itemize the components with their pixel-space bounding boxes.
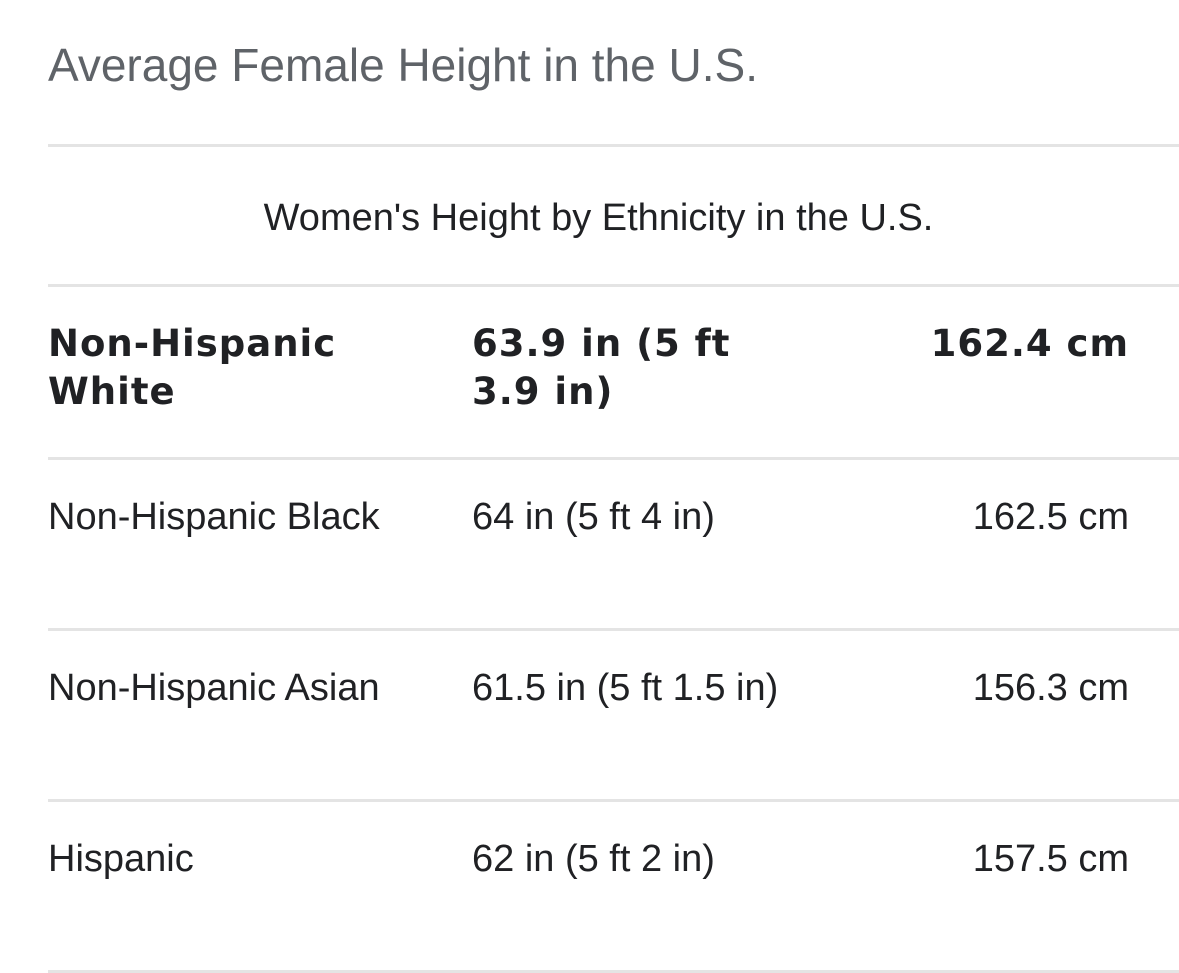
table-caption: Women's Height by Ethnicity in the U.S.	[48, 144, 1179, 287]
height-cm-cell: 156.3 cm	[802, 629, 1179, 802]
ethnicity-cell: Hispanic	[48, 800, 472, 973]
height-cm-cell: 162.4 cm	[802, 287, 1179, 460]
ethnicity-cell: Non-Hispanic White	[48, 287, 472, 460]
height-table-container: Women's Height by Ethnicity in the U.S. …	[48, 144, 1179, 973]
table-row-non-hispanic-asian: Non-Hispanic Asian 61.5 in (5 ft 1.5 in)…	[48, 629, 1179, 802]
table-row-non-hispanic-black: Non-Hispanic Black 64 in (5 ft 4 in) 162…	[48, 458, 1179, 631]
height-inches-cell: 63.9 in (5 ft 3.9 in)	[472, 287, 802, 460]
height-inches-cell: 61.5 in (5 ft 1.5 in)	[472, 629, 802, 802]
page-title: Average Female Height in the U.S.	[48, 39, 758, 91]
height-cm-cell: 157.5 cm	[802, 800, 1179, 973]
table-caption-text: Women's Height by Ethnicity in the U.S.	[263, 197, 934, 239]
height-cm-cell: 162.5 cm	[802, 458, 1179, 631]
table-row-hispanic: Hispanic 62 in (5 ft 2 in) 157.5 cm	[48, 800, 1179, 973]
ethnicity-cell: Non-Hispanic Black	[48, 458, 472, 631]
ethnicity-cell: Non-Hispanic Asian	[48, 629, 472, 802]
height-table: Women's Height by Ethnicity in the U.S. …	[48, 144, 1179, 973]
height-inches-cell: 64 in (5 ft 4 in)	[472, 458, 802, 631]
table-row-non-hispanic-white: Non-Hispanic White 63.9 in (5 ft 3.9 in)…	[48, 287, 1179, 460]
height-inches-cell: 62 in (5 ft 2 in)	[472, 800, 802, 973]
